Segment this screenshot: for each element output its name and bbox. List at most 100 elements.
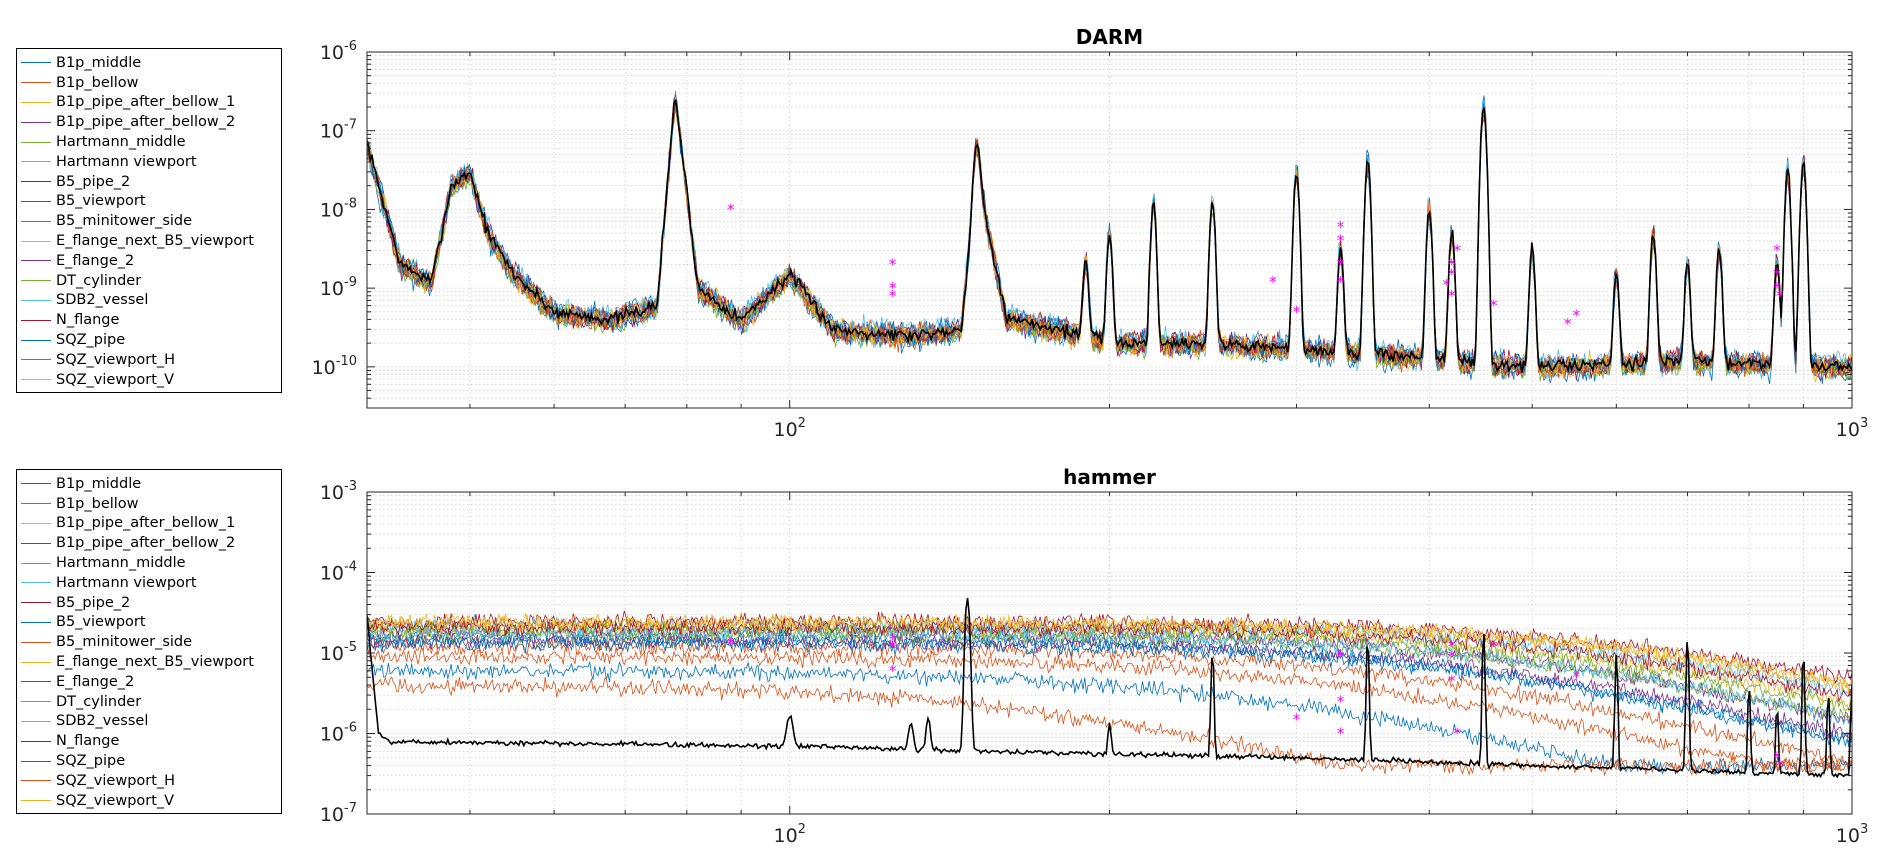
legend-swatch xyxy=(21,701,51,703)
legend-item: SDB2_vessel xyxy=(17,291,281,311)
legend-label: B5_viewport xyxy=(56,614,146,631)
legend-swatch xyxy=(21,522,51,524)
legend-label: DT_cylinder xyxy=(56,693,142,710)
marker-point: * xyxy=(727,200,735,218)
legend-hammer: B1p_middle B1p_bellow B1p_pipe_after_bello… xyxy=(16,469,282,814)
marker-point: * xyxy=(1337,218,1345,236)
legend-swatch xyxy=(21,780,51,782)
legend-item: B5_pipe_2 xyxy=(17,593,281,613)
y-tick-label: 10-3 xyxy=(320,479,357,504)
legend-swatch xyxy=(21,121,51,123)
legend-swatch xyxy=(21,339,51,341)
legend-item: SQZ_pipe xyxy=(17,751,281,771)
y-tick-label: 10-9 xyxy=(320,275,357,300)
marker-point: * xyxy=(1337,692,1345,710)
y-tick-label-base: 10 xyxy=(320,724,344,746)
legend-label: Hartmann_middle xyxy=(56,555,186,572)
series-line xyxy=(367,661,1852,776)
x-tick-label: 102 xyxy=(773,416,805,441)
legend-swatch xyxy=(21,240,51,242)
legend-swatch xyxy=(21,562,51,564)
x-tick-label-exponent: 2 xyxy=(798,416,806,431)
y-tick-label-base: 10 xyxy=(320,199,344,221)
series-line xyxy=(367,625,1852,722)
x-tick-label: 103 xyxy=(1836,822,1868,847)
legend-item: SQZ_viewport_H xyxy=(17,771,281,791)
y-tick-label: 10-6 xyxy=(320,721,357,746)
legend-item: E_flange_2 xyxy=(17,672,281,692)
x-tick-label: 102 xyxy=(773,822,805,847)
marker-point: * xyxy=(1337,648,1345,666)
legend-item: SQZ_viewport_H xyxy=(17,350,281,370)
marker-point: * xyxy=(1572,306,1580,324)
legend-item: B1p_pipe_after_bellow_2 xyxy=(17,533,281,553)
marker-point: * xyxy=(1269,273,1277,291)
legend-label: E_flange_2 xyxy=(56,673,135,690)
y-tick-label: 10-6 xyxy=(320,39,357,64)
marker-point: * xyxy=(1448,672,1456,690)
x-tick-label-exponent: 3 xyxy=(1860,822,1868,837)
series-line xyxy=(367,613,1852,698)
legend-label: SQZ_viewport_V xyxy=(56,371,175,388)
legend-label: SQZ_pipe xyxy=(56,332,126,349)
marker-group: * *********** **** xyxy=(727,630,1784,775)
series-line xyxy=(367,632,1852,740)
legend-item: B5_viewport xyxy=(17,613,281,633)
marker-point: * xyxy=(1293,303,1301,321)
legend-label: B1p_pipe_after_bellow_1 xyxy=(56,515,236,532)
legend-swatch xyxy=(21,740,51,742)
legend-label: E_flange_2 xyxy=(56,252,135,269)
legend-item: SQZ_pipe xyxy=(17,330,281,350)
y-tick-label-exponent: -3 xyxy=(344,479,357,494)
legend-item: Hartmann_middle xyxy=(17,132,281,152)
series-line xyxy=(367,618,1852,704)
legend-item: Hartmann viewport xyxy=(17,152,281,172)
legend-label: Hartmann_middle xyxy=(56,134,186,151)
series-line xyxy=(367,610,1852,684)
y-tick-label-base: 10 xyxy=(312,357,336,379)
y-tick-label-exponent: -5 xyxy=(344,640,357,655)
y-tick-label-exponent: -10 xyxy=(336,354,357,369)
marker-point: * xyxy=(889,662,897,680)
y-tick-label-base: 10 xyxy=(320,482,344,504)
series-line xyxy=(367,676,1852,777)
legend-swatch xyxy=(21,621,51,623)
marker-point: * xyxy=(1448,287,1456,305)
y-tick-label-base: 10 xyxy=(320,804,344,826)
legend-label: SQZ_viewport_H xyxy=(56,772,176,789)
chart-panel-1: * *********** ****102 10310-710-610-510-410… xyxy=(320,465,1868,847)
legend-label: B5_minitower_side xyxy=(56,213,193,230)
marker-point: * xyxy=(1490,297,1498,315)
x-tick-label-base: 10 xyxy=(1836,825,1860,847)
legend-swatch xyxy=(21,681,51,683)
marker-point: * xyxy=(1773,242,1781,260)
y-tick-label-exponent: -6 xyxy=(344,39,357,54)
marker-point: * xyxy=(1773,265,1781,283)
y-tick-label-exponent: -9 xyxy=(344,275,357,290)
marker-point: * xyxy=(889,638,897,656)
legend-swatch xyxy=(21,181,51,183)
legend-item: B1p_bellow xyxy=(17,494,281,514)
marker-point: * xyxy=(1453,242,1461,260)
legend-label: B1p_pipe_after_bellow_1 xyxy=(56,94,236,111)
legend-item: B1p_pipe_after_bellow_2 xyxy=(17,112,281,132)
y-tick-label-exponent: -4 xyxy=(344,560,357,575)
y-tick-label: 10-7 xyxy=(320,801,357,826)
legend-swatch xyxy=(21,483,51,485)
legend-label: SDB2_vessel xyxy=(56,292,149,309)
y-tick-label: 10-4 xyxy=(320,560,357,585)
marker-point: * xyxy=(1572,668,1580,686)
reference-line xyxy=(367,598,1852,779)
legend-item: SDB2_vessel xyxy=(17,712,281,732)
legend-label: SQZ_pipe xyxy=(56,753,126,770)
marker-point: * xyxy=(1443,276,1451,294)
legend-label: B5_viewport xyxy=(56,193,146,210)
legend-label: Hartmann viewport xyxy=(56,574,197,591)
series-group xyxy=(367,90,1852,385)
legend-item: E_flange_next_B5_viewport xyxy=(17,652,281,672)
legend-item: N_flange xyxy=(17,731,281,751)
marker-point: * xyxy=(1453,725,1461,743)
legend-swatch xyxy=(21,220,51,222)
legend-label: DT_cylinder xyxy=(56,272,142,289)
legend-swatch xyxy=(21,661,51,663)
